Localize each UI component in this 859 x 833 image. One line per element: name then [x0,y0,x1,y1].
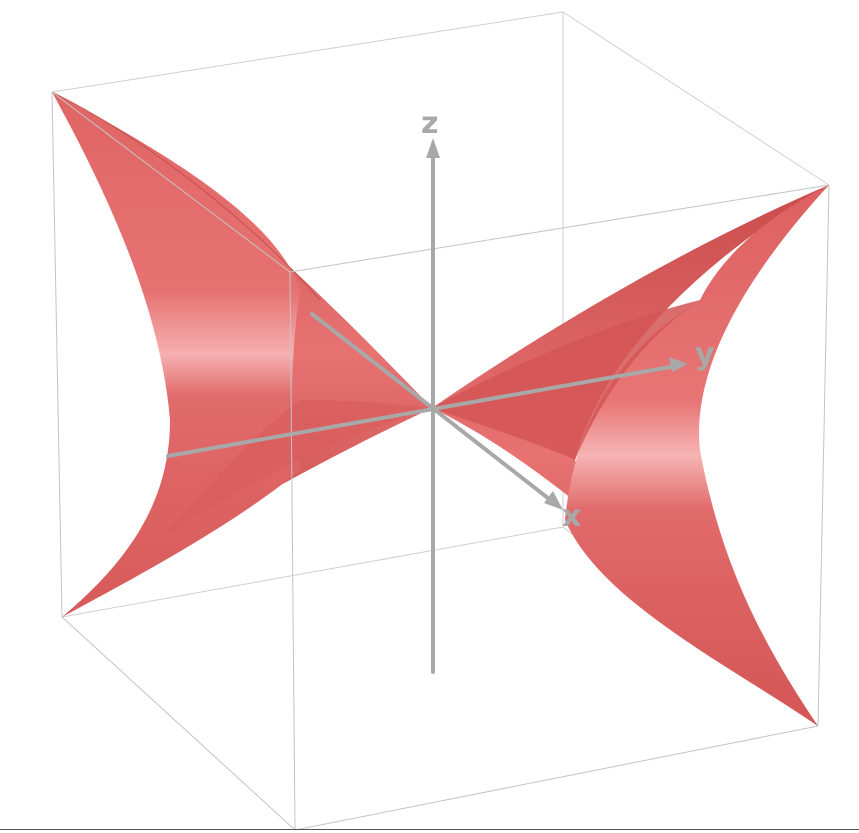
y-axis-line [166,364,678,458]
surface-right-outer [565,185,829,726]
z-axis-label: z [421,106,438,141]
y-arrowhead-icon [669,357,688,372]
axes [166,148,678,674]
bottom-border-line [0,829,859,830]
surface-left-outer [52,92,300,617]
surface-right-sheet [432,185,829,726]
surface-right-center [432,300,700,460]
y-axis-label: y [695,337,715,372]
axis-arrowheads [426,138,688,510]
x-arrowhead-icon [544,491,563,510]
surface-right-inner [432,185,829,726]
bounding-box-front [51,91,830,831]
surface-left-inner [52,92,432,617]
x-axis-label: x [562,499,581,534]
x-axis-line [310,312,555,504]
z-arrowhead-icon [426,138,440,158]
surface-left-sheet [51,91,432,617]
